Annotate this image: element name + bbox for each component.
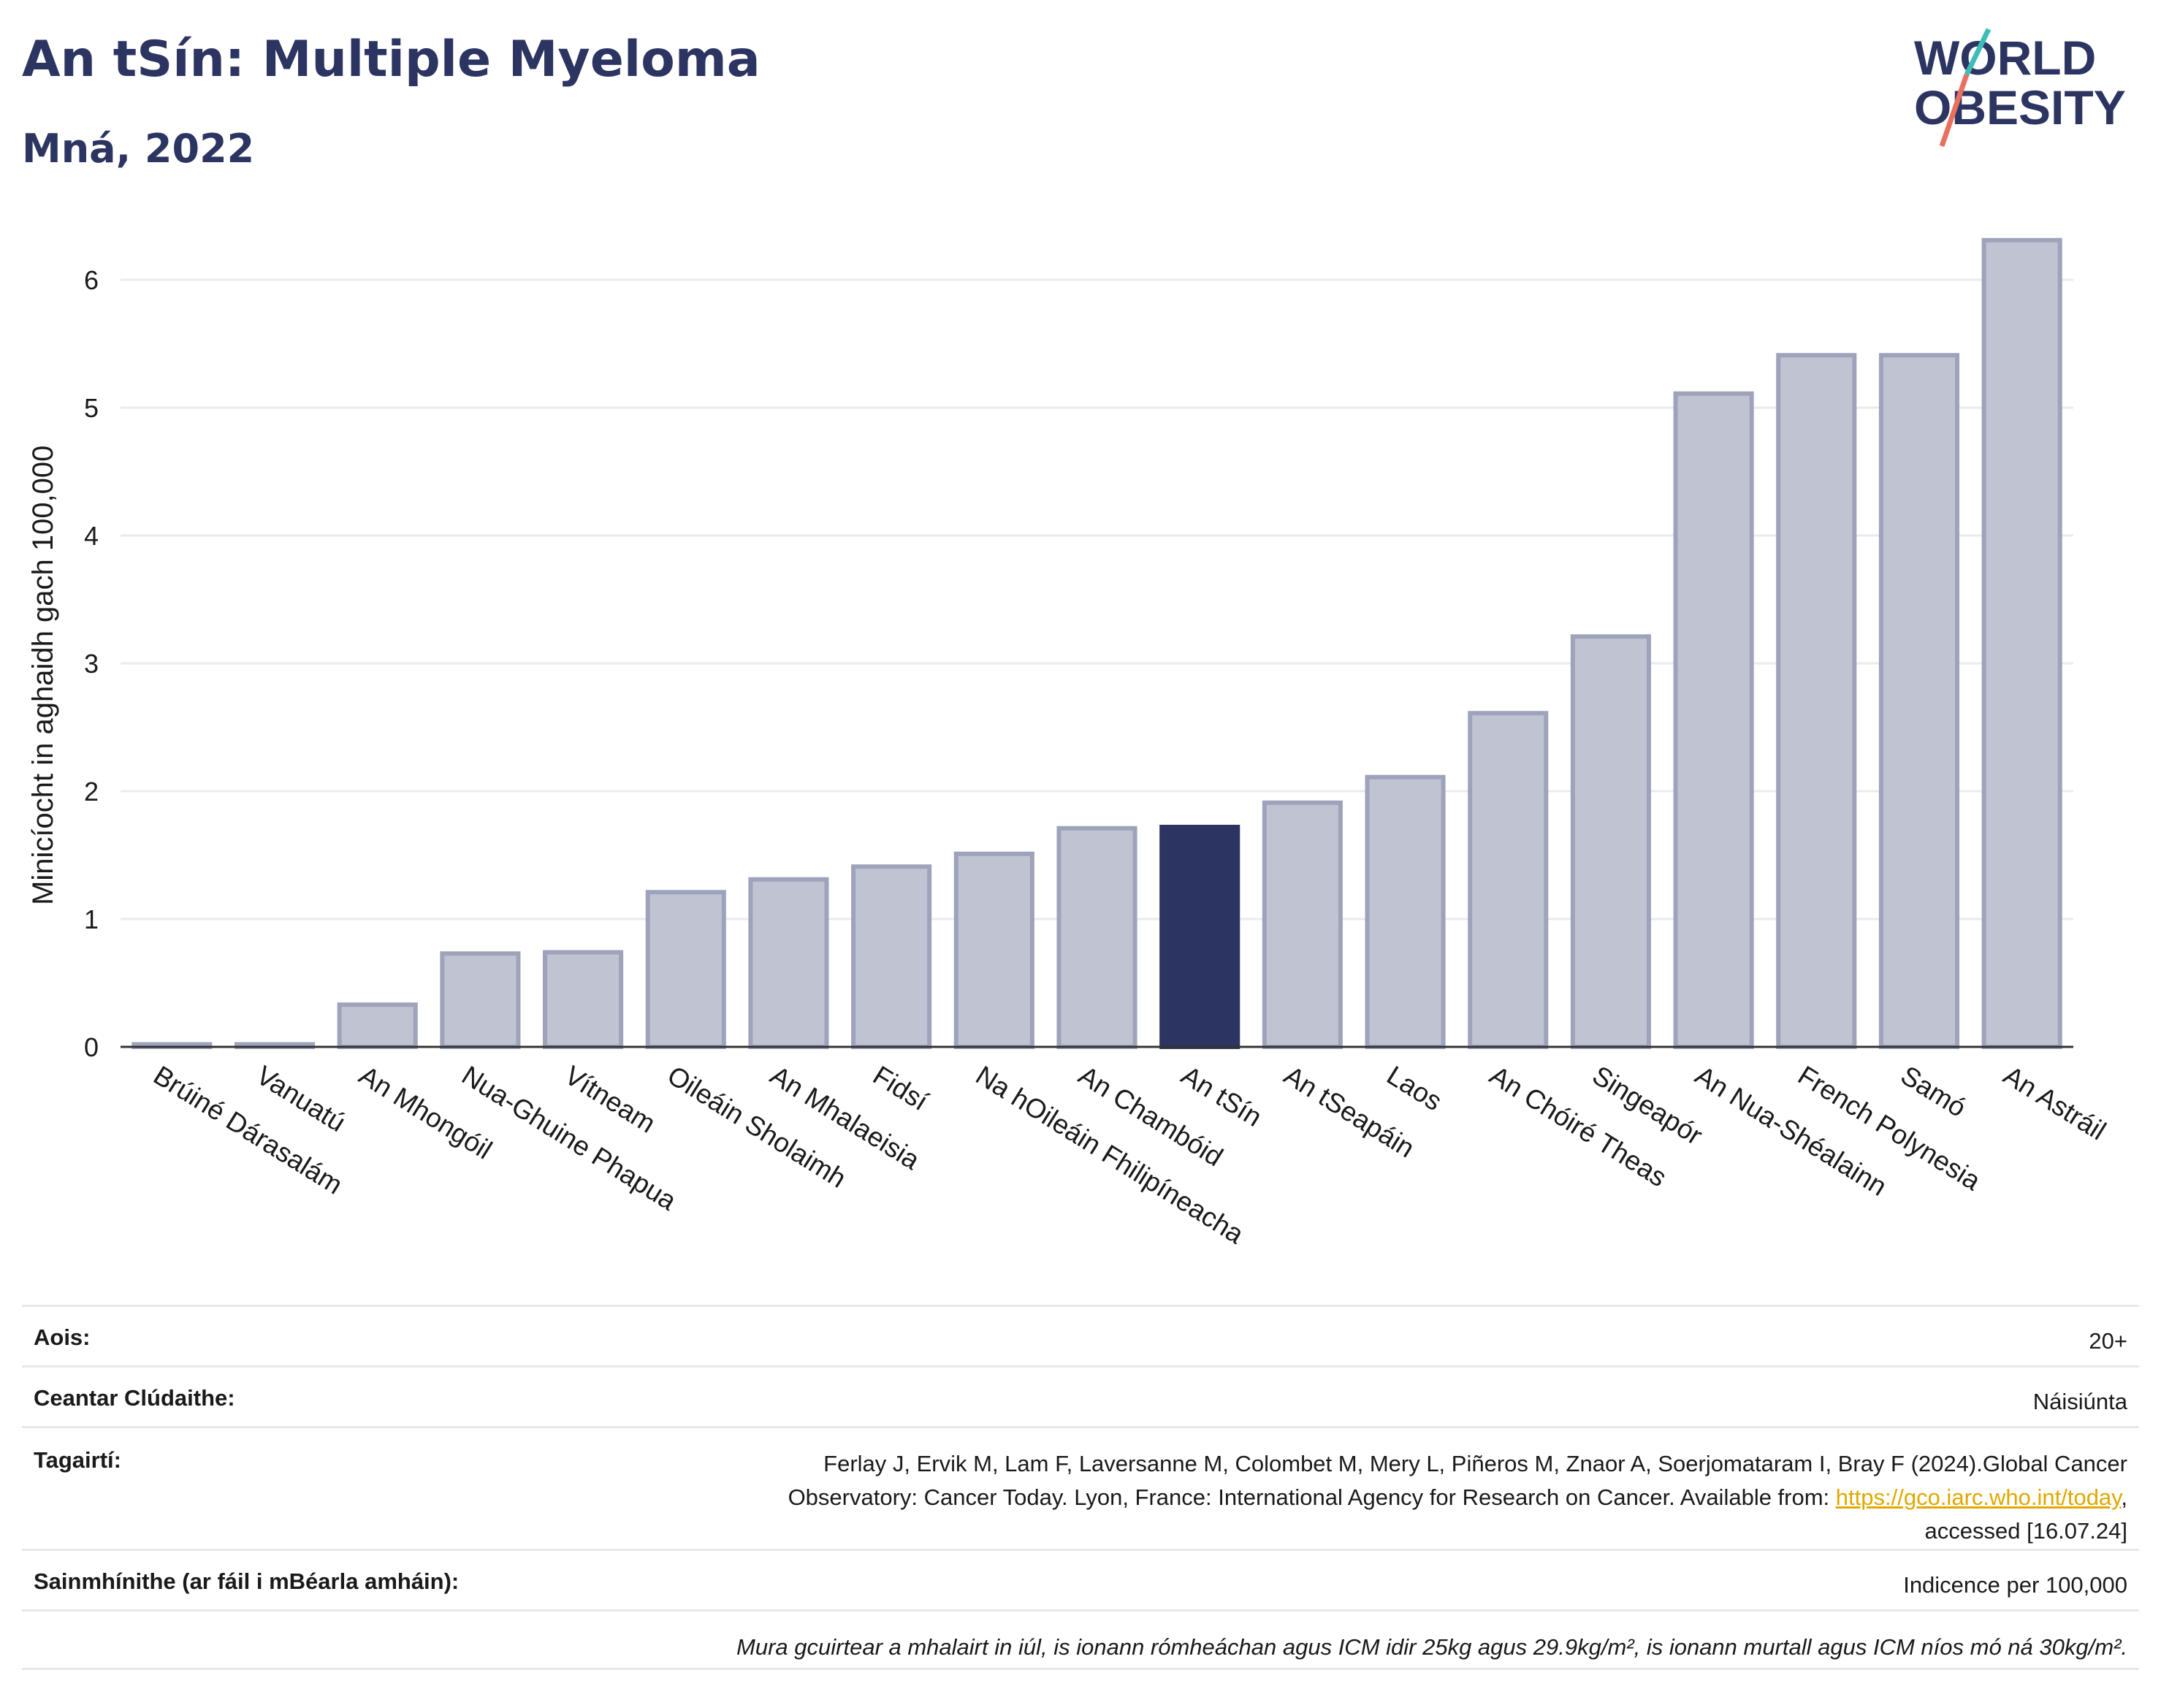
info-table: Aois: 20+ Ceantar Clúdaithe: Náisiúnta T… (22, 1305, 2139, 1670)
x-tick-label: Samó (1896, 1060, 1972, 1123)
x-tick-label: Brúiné Dárasalám (148, 1060, 348, 1200)
references-link[interactable]: https://gco.iarc.who.int/today (1835, 1484, 2122, 1510)
y-axis-label: Minicíocht in aghaidh gach 100,000 (27, 446, 59, 905)
y-tick-label: 3 (84, 649, 99, 679)
bar (1056, 826, 1137, 1049)
x-tick-label: An Nua-Shéalainn (1690, 1060, 1891, 1202)
references-value: Ferlay J, Ervik M, Lam F, Laversanne M, … (788, 1447, 2127, 1548)
bar (337, 1002, 418, 1049)
page-subtitle: Mná, 2022 (22, 126, 255, 172)
definitions-value: Indicence per 100,000 (1903, 1572, 2127, 1598)
references-label: Tagairtí: (34, 1447, 121, 1473)
info-row-references: Tagairtí: Ferlay J, Ervik M, Lam F, Lave… (22, 1426, 2139, 1549)
x-tick-label: An Chóiré Theas (1485, 1060, 1672, 1193)
bar (1878, 353, 1960, 1049)
x-tick-label: Oileáin Sholaimh (663, 1060, 852, 1194)
age-label: Aois: (34, 1324, 91, 1350)
info-row-coverage: Ceantar Clúdaithe: Náisiúnta (22, 1365, 2139, 1426)
definitions-label: Sainmhínithe (ar fáil i mBéarla amháin): (34, 1568, 460, 1594)
bar (1570, 634, 1651, 1049)
x-tick-label: An tSín (1176, 1060, 1268, 1132)
bar (543, 950, 624, 1049)
bar (1776, 353, 1857, 1049)
age-value: 20+ (2089, 1328, 2127, 1354)
coverage-value: Náisiúnta (2032, 1389, 2127, 1414)
logo-slash-teal (1964, 28, 1992, 76)
bar (1468, 711, 1549, 1049)
references-line-2: Observatory: Cancer Today. Lyon, France:… (788, 1484, 1836, 1510)
logo-text-world: WORLD (1914, 31, 2096, 85)
x-tick-label: An Astráil (1998, 1060, 2111, 1146)
logo-slash-coral (1939, 73, 1970, 148)
bar (440, 951, 521, 1049)
y-tick-label: 2 (84, 777, 99, 807)
y-tick-labels: 0 1 2 3 4 5 6 (84, 265, 99, 1062)
references-line-3: accessed [16.07.24] (1924, 1518, 2127, 1544)
bar (748, 877, 829, 1049)
references-line-2-end: , (2121, 1484, 2127, 1510)
info-row-age: Aois: 20+ (22, 1305, 2139, 1365)
y-tick-label: 1 (84, 904, 99, 934)
y-tick-label: 4 (84, 521, 99, 551)
y-tick-label: 0 (84, 1032, 99, 1062)
bar (1262, 800, 1343, 1049)
page-title: An tSín: Multiple Myeloma (22, 31, 761, 88)
bmi-note: Mura gcuirtear a mhalairt in iúl, is ion… (736, 1634, 2127, 1660)
bar (953, 851, 1034, 1049)
bar (1159, 825, 1240, 1049)
bars (132, 237, 2062, 1049)
bar (1673, 391, 1754, 1049)
references-line-1: Ferlay J, Ervik M, Lam F, Laversanne M, … (823, 1451, 2127, 1476)
bar (645, 890, 726, 1049)
y-tick-label: 5 (84, 393, 99, 423)
world-obesity-logo: WORLD OBESITY (1914, 28, 2126, 148)
bar (851, 864, 932, 1049)
y-tick-label: 6 (84, 265, 99, 295)
x-tick-label: Fidsí (868, 1060, 934, 1117)
bar (1365, 774, 1446, 1049)
bar (1981, 237, 2062, 1049)
x-tick-label: Laos (1381, 1060, 1447, 1116)
info-row-note: Mura gcuirtear a mhalairt in iúl, is ion… (22, 1609, 2139, 1670)
coverage-label: Ceantar Clúdaithe: (34, 1385, 235, 1411)
info-row-definitions: Sainmhínithe (ar fáil i mBéarla amháin):… (22, 1549, 2139, 1609)
